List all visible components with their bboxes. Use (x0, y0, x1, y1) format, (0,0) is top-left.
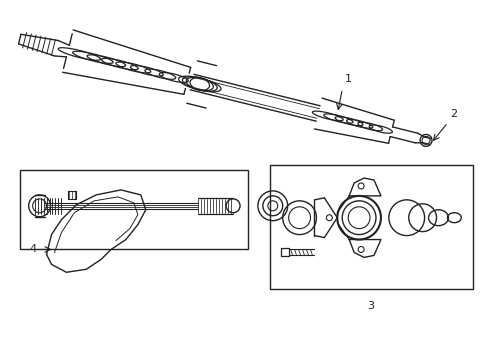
Bar (20, 170, 248, 249)
Text: 1: 1 (344, 73, 351, 84)
Text: 2: 2 (450, 109, 457, 118)
Bar (270, 165, 473, 289)
Text: 3: 3 (368, 301, 374, 311)
Text: 4: 4 (29, 244, 37, 255)
